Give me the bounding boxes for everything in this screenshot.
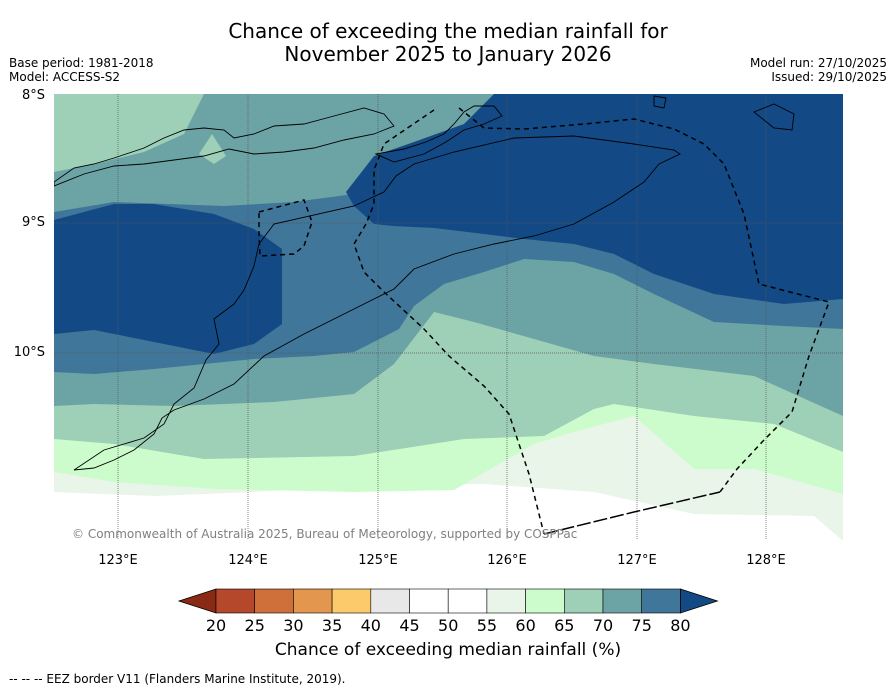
colorbar-extend-low <box>178 588 217 614</box>
colorbar-tick-70: 70 <box>592 616 614 635</box>
lon-label-127e: 127°E <box>617 553 657 568</box>
title-line-2: November 2025 to January 2026 <box>284 42 612 66</box>
colorbar-segment-40-45 <box>370 588 410 614</box>
graticule <box>54 94 843 540</box>
lat-label-8s: 8°S <box>21 88 45 103</box>
small-island-1 <box>653 95 667 109</box>
colorbar-tick-55: 55 <box>476 616 498 635</box>
timor-coast <box>73 135 681 471</box>
eez-footnote: -- -- -- EEZ border V11 (Flanders Marine… <box>9 672 346 686</box>
colorbar-tick-80: 80 <box>670 616 691 635</box>
rainfall-map[interactable] <box>54 94 843 540</box>
lon-label-124e: 124°E <box>228 553 268 568</box>
meta-left: Base period: 1981-2018 Model: ACCESS-S2 <box>9 56 154 84</box>
colorbar-segments <box>178 588 719 614</box>
colorbar-tick-35: 35 <box>321 616 343 635</box>
colorbar-segment-25-30 <box>254 588 294 614</box>
colorbar-extend-high <box>679 588 719 614</box>
colorbar-tick-60: 60 <box>515 616 536 635</box>
band-65-70-nw <box>54 94 204 172</box>
lat-label-10s: 10°S <box>13 345 45 360</box>
alor-coast <box>54 107 395 187</box>
band-65-70-islet <box>199 134 226 164</box>
lat-label-9s: 9°S <box>21 215 45 230</box>
model-run: Model run: 27/10/2025 <box>749 56 887 70</box>
colorbar-segment-75-80 <box>641 588 681 614</box>
colorbar-label: Chance of exceeding median rainfall (%) <box>274 640 622 660</box>
colorbar-tick-30: 30 <box>283 616 304 635</box>
colorbar-segment-35-40 <box>331 588 372 614</box>
colorbar-tick-75: 75 <box>631 616 652 635</box>
base-period: Base period: 1981-2018 <box>9 56 154 70</box>
colorbar-tick-65: 65 <box>554 616 575 635</box>
band-80-plus-north <box>346 94 843 304</box>
colorbar-tick-20: 20 <box>205 616 227 635</box>
lon-label-126e: 126°E <box>487 553 527 568</box>
colorbar <box>178 588 719 614</box>
colorbar-segment-60-65 <box>525 588 565 614</box>
colorbar-tick-25: 25 <box>244 616 265 635</box>
eez-border <box>258 107 830 535</box>
colorbar-segment-70-75 <box>602 588 643 614</box>
colorbar-segment-65-70 <box>563 588 604 614</box>
model-name: Model: ACCESS-S2 <box>9 70 121 84</box>
colorbar-tick-50: 50 <box>438 616 459 635</box>
issued-date: Issued: 29/10/2025 <box>771 70 887 84</box>
wetar-coast <box>374 105 503 163</box>
map-title: Chance of exceeding the median rainfall … <box>0 20 896 66</box>
small-island-2 <box>753 103 795 131</box>
title-line-1: Chance of exceeding the median rainfall … <box>228 19 668 43</box>
coastlines <box>54 95 795 471</box>
lon-label-123e: 123°E <box>98 553 138 568</box>
lon-label-125e: 125°E <box>358 553 398 568</box>
band-80-plus-west <box>54 204 282 354</box>
colorbar-segment-20-25 <box>215 588 256 614</box>
colorbar-segment-30-35 <box>293 588 333 614</box>
colorbar-tick-40: 40 <box>360 616 381 635</box>
lon-label-128e: 128°E <box>746 553 786 568</box>
copyright-notice: © Commonwealth of Australia 2025, Bureau… <box>72 527 578 541</box>
colorbar-segment-55-60 <box>486 588 526 614</box>
colorbar-segment-50-55 <box>447 588 488 614</box>
meta-right: Model run: 27/10/2025 Issued: 29/10/2025 <box>750 56 887 84</box>
colorbar-segment-45-50 <box>409 588 449 614</box>
colorbar-tick-45: 45 <box>399 616 420 635</box>
